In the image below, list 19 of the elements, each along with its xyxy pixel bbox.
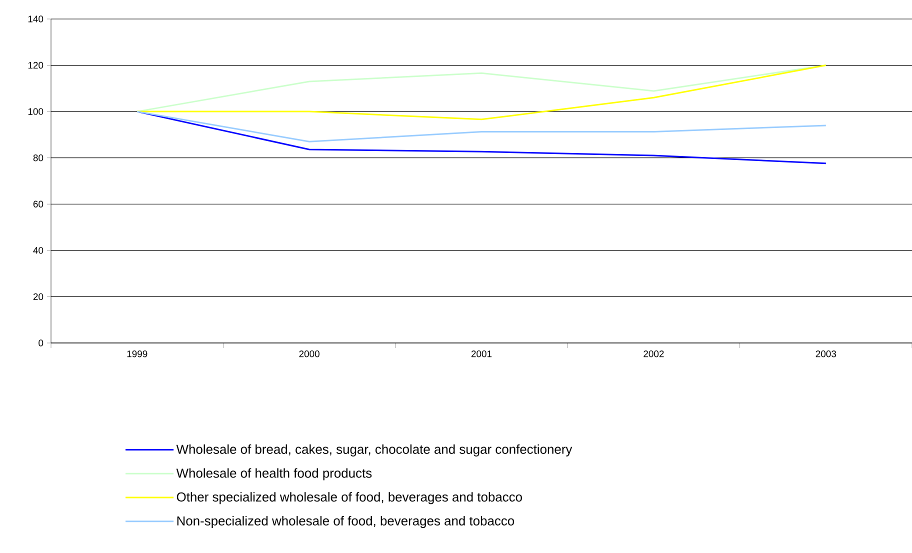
- x-tick-label: 2003: [816, 350, 836, 358]
- x-tick-label: 2002: [644, 350, 664, 358]
- legend-label: Wholesale of bread, cakes, sugar, chocolate and sugar confectionery: [176, 444, 572, 456]
- line-series: [136, 110, 827, 142]
- x-tick-label: 2001: [471, 350, 492, 358]
- y-tick-label: 20: [33, 293, 44, 300]
- legend-label: Other specialized wholesale of food, beverages and tobacco: [176, 492, 522, 504]
- y-tick-label: 120: [28, 62, 44, 69]
- x-tick-label: 1999: [127, 350, 148, 358]
- legend-label: Wholesale of health food products: [176, 468, 372, 480]
- y-tick-label: 0: [38, 340, 44, 346]
- x-tick-label: 2000: [299, 350, 320, 358]
- legend-label: Non-specialized wholesale of food, beverages and tobacco: [177, 516, 514, 528]
- line-series: [136, 110, 827, 164]
- y-tick-label: 80: [33, 154, 44, 162]
- y-tick-label: 100: [28, 108, 44, 115]
- y-tick-label: 60: [33, 200, 44, 208]
- y-tick-label: 140: [28, 16, 44, 22]
- y-tick-label: 40: [33, 247, 44, 254]
